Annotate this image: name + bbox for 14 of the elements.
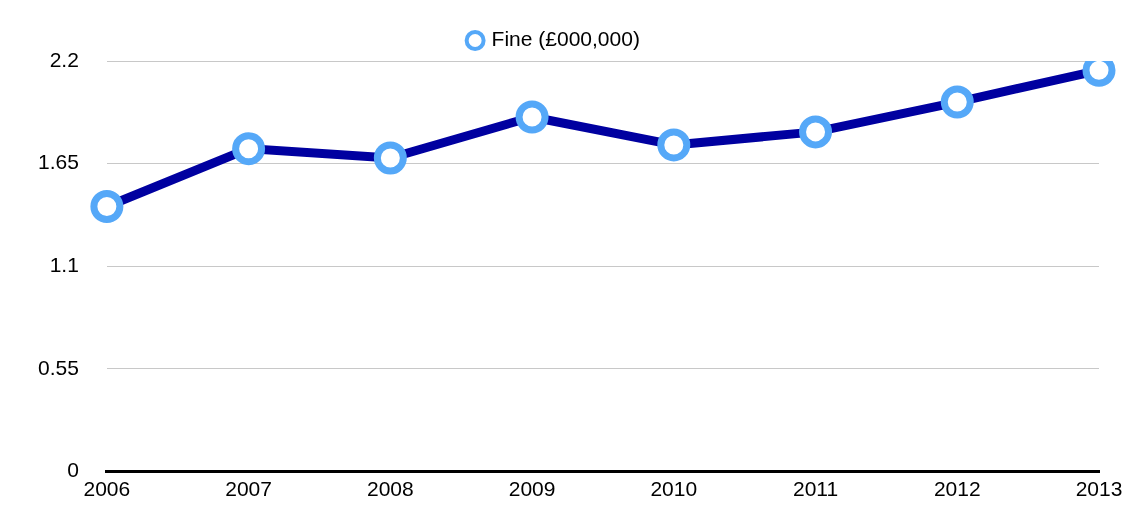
y-tick-label: 1.1: [49, 253, 79, 276]
x-tick-label: 2007: [225, 476, 272, 500]
y-tick-label: 2.2: [49, 47, 79, 71]
x-tick-label: 2008: [366, 476, 414, 500]
y-tick-label: 0: [67, 458, 79, 482]
y-tick-label: 1.65: [38, 150, 79, 174]
x-tick-label: 2011: [792, 476, 839, 500]
x-tick-label: 2006: [83, 476, 131, 500]
x-tick-label: 2009: [508, 476, 556, 500]
x-tick-label: 2010: [650, 476, 698, 500]
x-tick-label: 2013: [1075, 476, 1123, 500]
legend-label: Fine (£000,000): [491, 27, 640, 51]
x-tick-label: 2012: [933, 476, 981, 500]
y-tick-label: 0.55: [38, 355, 79, 379]
